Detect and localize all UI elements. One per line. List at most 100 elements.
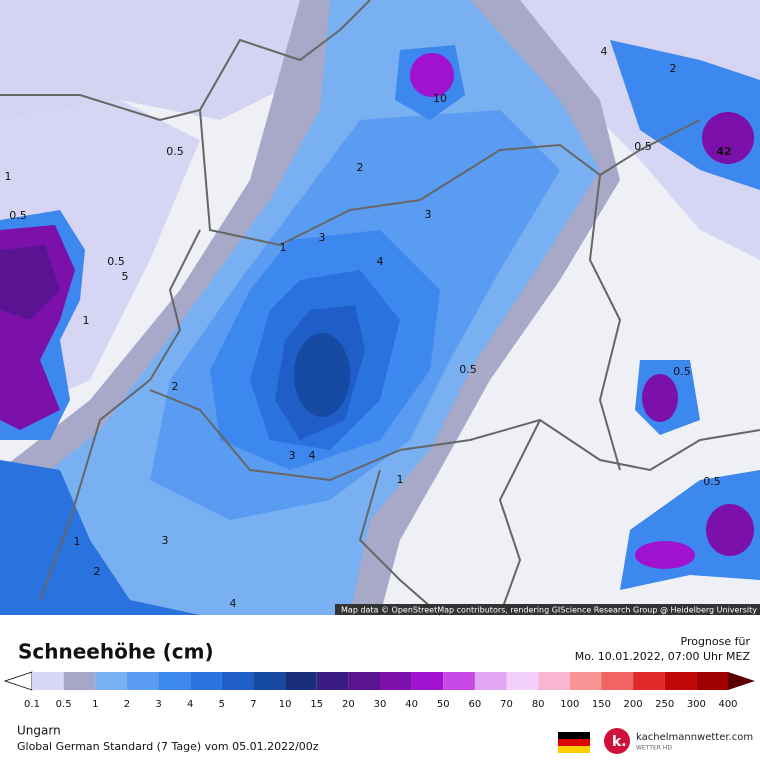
map-label: 42 xyxy=(716,145,731,158)
snow-area xyxy=(410,53,454,97)
legend-label: 7 xyxy=(250,699,256,710)
legend-label: 300 xyxy=(687,699,706,710)
legend-label: 80 xyxy=(532,699,545,710)
legend-label: 100 xyxy=(560,699,579,710)
legend-swatch xyxy=(316,672,349,690)
legend-label: 200 xyxy=(624,699,643,710)
border xyxy=(588,174,622,471)
logo xyxy=(604,728,630,754)
legend-label: 50 xyxy=(437,699,450,710)
legend-swatch xyxy=(32,672,64,690)
attribution: Map data © OpenStreetMap contributors, r… xyxy=(341,606,757,615)
map-label: 0.5 xyxy=(673,365,691,378)
map-label: 4 xyxy=(230,597,237,610)
flag xyxy=(558,732,590,753)
map-label: 3 xyxy=(425,208,432,221)
map-label: 0.5 xyxy=(459,363,477,376)
title: Schneehöhe (cm) xyxy=(18,640,214,664)
legend-swatch xyxy=(158,672,191,690)
legend-swatch xyxy=(285,672,317,690)
forecast-time: Mo. 10.01.2022, 07:00 Uhr MEZ xyxy=(575,650,751,663)
legend-label: 400 xyxy=(718,699,737,710)
map-label: 4 xyxy=(377,255,384,268)
legend-swatch xyxy=(601,672,634,690)
legend-label: 150 xyxy=(592,699,611,710)
legend-swatch xyxy=(506,672,539,690)
legend-label: 40 xyxy=(405,699,418,710)
legend-label: 15 xyxy=(310,699,323,710)
legend-label: 5 xyxy=(219,699,225,710)
region: Ungarn xyxy=(17,724,61,738)
map-label: 3 xyxy=(289,449,296,462)
map-label: 0.5 xyxy=(9,209,27,222)
legend-swatch xyxy=(126,672,159,690)
legend-swatch xyxy=(380,672,412,690)
attribution-bar xyxy=(335,604,760,615)
legend-swatch xyxy=(569,672,602,690)
border xyxy=(199,109,701,247)
brand-sub: WETTER HD xyxy=(636,745,672,752)
border xyxy=(498,419,541,616)
legend-label: 0.1 xyxy=(24,699,40,710)
legend-label: 3 xyxy=(155,699,161,710)
border xyxy=(0,0,371,122)
map-label: 2 xyxy=(172,380,179,393)
map: Map data © OpenStreetMap contributors, r… xyxy=(0,0,760,616)
flag-stripe xyxy=(558,732,590,739)
legend-swatch xyxy=(474,672,507,690)
border xyxy=(149,389,760,482)
borders xyxy=(0,0,760,616)
snow-area xyxy=(635,541,695,569)
snow-area xyxy=(0,245,60,320)
logo-mark: k. xyxy=(612,734,627,750)
legend-label: 70 xyxy=(500,699,513,710)
legend-label: 60 xyxy=(469,699,482,710)
legend-swatch xyxy=(411,672,444,690)
legend-label: 0.5 xyxy=(56,699,72,710)
map-label: 3 xyxy=(162,534,169,547)
legend-label: 30 xyxy=(374,699,387,710)
legend-label: 10 xyxy=(279,699,292,710)
forecast-label: Prognose für xyxy=(681,635,751,648)
map-label: 4 xyxy=(309,449,316,462)
map-label: 2 xyxy=(94,565,101,578)
legend-swatch xyxy=(253,672,286,690)
legend-swatch xyxy=(696,672,728,690)
legend-swatch xyxy=(538,672,570,690)
map-label: 10 xyxy=(433,92,447,105)
map-label: 1 xyxy=(397,473,404,486)
legend-swatch xyxy=(190,672,222,690)
brand: kachelmannwetter.com xyxy=(636,732,753,743)
map-label: 0.5 xyxy=(703,475,721,488)
legend-label: 20 xyxy=(342,699,355,710)
snow-area xyxy=(294,333,350,417)
border xyxy=(358,469,441,616)
legend-arrow xyxy=(728,672,755,690)
map-label: 3 xyxy=(319,231,326,244)
map-label: 1 xyxy=(74,535,81,548)
legend-swatch xyxy=(95,672,127,690)
map-label: 2 xyxy=(670,62,677,75)
flag-stripe xyxy=(558,739,590,746)
legend-label: 4 xyxy=(187,699,193,710)
legend-label: 250 xyxy=(655,699,674,710)
map-label: 0.5 xyxy=(107,255,125,268)
legend-swatch xyxy=(63,672,96,690)
snow-area xyxy=(702,112,754,164)
snow-area xyxy=(0,0,340,120)
flag-stripe xyxy=(558,746,590,753)
legend-swatch xyxy=(221,672,254,690)
legend-swatch xyxy=(348,672,380,690)
legend-swatch xyxy=(443,672,475,690)
legend-swatch xyxy=(664,672,697,690)
legend-label: 1 xyxy=(92,699,98,710)
legend-arrow xyxy=(3,671,33,691)
legend-label: 2 xyxy=(124,699,130,710)
map-label: 1 xyxy=(5,170,12,183)
model-info: Global German Standard (7 Tage) vom 05.0… xyxy=(17,740,319,753)
map-label: 0.5 xyxy=(634,140,652,153)
map-label: 4 xyxy=(601,45,608,58)
map-label: 5 xyxy=(122,270,129,283)
